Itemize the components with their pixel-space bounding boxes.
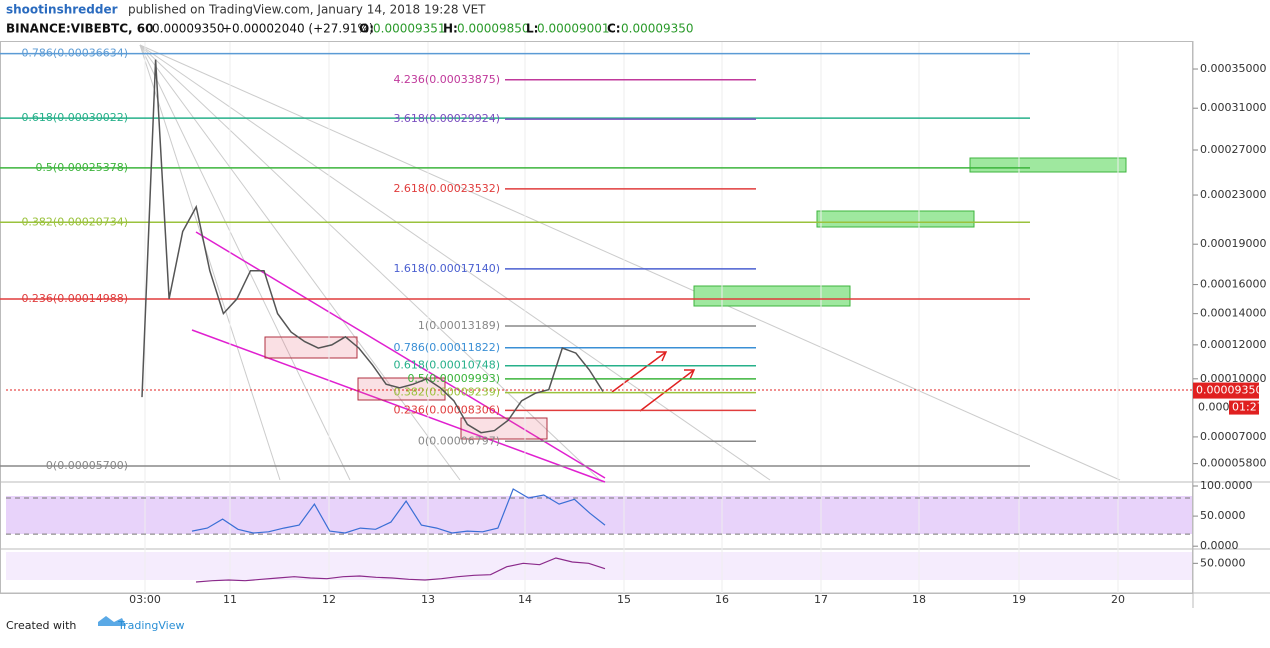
osc-line: [191, 488, 606, 534]
price-line: [141, 59, 604, 434]
x-tick-label: 19: [1012, 593, 1026, 606]
created-with: Created with: [6, 619, 76, 632]
x-tick-label: 18: [912, 593, 926, 606]
change: +0.00002040 (+27.91%): [222, 22, 374, 36]
fib-label: 1(0.00013189): [418, 319, 500, 332]
h-label: H:: [443, 22, 458, 36]
author[interactable]: shootinshredder: [6, 3, 118, 17]
fib-label: 0.5(0.00025378): [35, 161, 128, 174]
x-tick-label: 12: [322, 593, 336, 606]
x-tick-label: 11: [223, 593, 237, 606]
last-price: 0.00009350: [1196, 384, 1262, 397]
fib-label: 1.618(0.00017140): [393, 262, 500, 275]
y-tick-label: 0.00016000: [1200, 278, 1266, 291]
symbol: BINANCE:VIBEBTC, 60: [6, 22, 153, 36]
x-tick-label: 20: [1111, 593, 1125, 606]
osc-tick-label: 0.0000: [1200, 539, 1239, 552]
osc-tick-label: 50.0000: [1200, 509, 1246, 522]
fib-label: 0.786(0.00036634): [21, 47, 128, 60]
y-tick-label: 0.00027000: [1200, 143, 1266, 156]
fib-label: 3.618(0.00029924): [393, 112, 500, 125]
fib-label: 0.236(0.00014988): [21, 292, 128, 305]
fib-label: 0.618(0.00010748): [393, 359, 500, 372]
fib-label: 0.382(0.00009239): [393, 386, 500, 399]
y-tick-label: 0.00010000: [1200, 372, 1266, 385]
fib-label: 0.786(0.00011822): [393, 341, 500, 354]
fib-label: 0.382(0.00020734): [21, 215, 128, 228]
last-partial: 0.000: [1198, 401, 1230, 414]
y-tick-label: 0.00019000: [1200, 237, 1266, 250]
y-tick-label: 0.00035000: [1200, 62, 1266, 75]
y-tick-label: 0.00014000: [1200, 307, 1266, 320]
l-label: L:: [526, 22, 538, 36]
x-tick-label: 15: [617, 593, 631, 606]
frame: [0, 41, 1270, 608]
osc-tick-label: 100.0000: [1200, 479, 1253, 492]
y-tick-label: 0.00031000: [1200, 101, 1266, 114]
high: 0.00009850: [457, 22, 530, 36]
close: 0.00009350: [621, 22, 694, 36]
y-tick-label: 0.00023000: [1200, 188, 1266, 201]
x-tick-label: 16: [715, 593, 729, 606]
last-price-box: [1193, 382, 1259, 399]
y-tick-label: 0.00005800: [1200, 457, 1266, 470]
open: 0.00009351: [373, 22, 446, 36]
published: published on TradingView.com, January 14…: [128, 3, 486, 17]
fib-label: 0.236(0.00008306): [393, 403, 500, 416]
low: 0.00009001: [537, 22, 610, 36]
osc-tick-label: 50.0000: [1200, 556, 1246, 569]
countdown: 01:27: [1232, 401, 1264, 414]
fib-label: 0.618(0.00030022): [21, 111, 128, 124]
x-tick-label: 17: [814, 593, 828, 606]
fib-label: 0(0.00005700): [46, 459, 128, 472]
fib-label: 2.618(0.00023532): [393, 182, 500, 195]
fib-label: 4.236(0.00033875): [393, 73, 500, 86]
y-tick-label: 0.00007000: [1200, 430, 1266, 443]
last: 0.00009350: [152, 22, 225, 36]
c-label: C:: [607, 22, 621, 36]
x-tick-label: 03:00: [129, 593, 161, 606]
fib-label: 0(0.00006797): [418, 434, 500, 447]
countdown-box: [1229, 400, 1259, 415]
tv-logo: [98, 616, 126, 626]
fib-label: 0.5(0.00009993): [407, 372, 500, 385]
x-tick-label: 13: [421, 593, 435, 606]
o-label: O:: [359, 22, 374, 36]
y-tick-label: 0.00012000: [1200, 338, 1266, 351]
osc-line: [195, 557, 606, 583]
brand[interactable]: TradingView: [117, 619, 184, 632]
x-tick-label: 14: [518, 593, 532, 606]
